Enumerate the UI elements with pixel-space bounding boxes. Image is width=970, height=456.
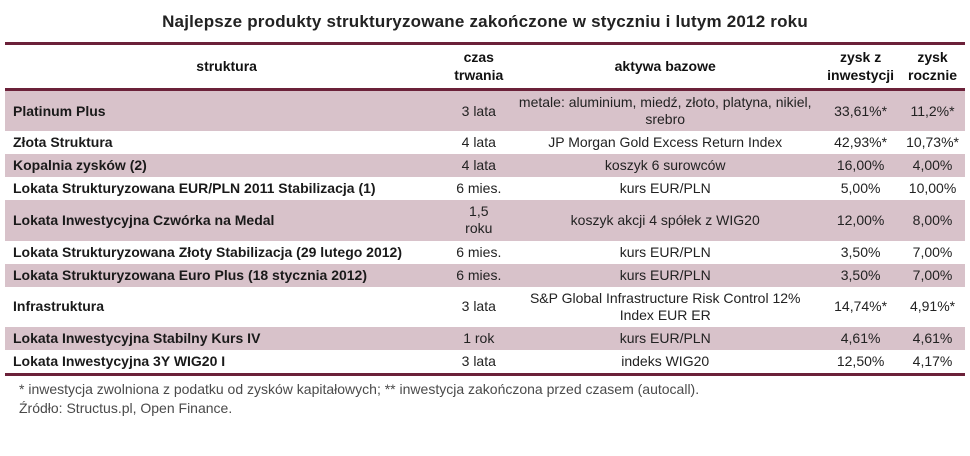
table-row: Lokata Inwestycyjna Stabilny Kurs IV 1 ro… (5, 326, 965, 350)
product-name-cell: Lokata Strukturyzowana Euro Plus (18 sty… (13, 266, 368, 283)
table-cell: 3,50% (840, 266, 881, 283)
table-cell: 4,91%* (909, 298, 956, 315)
table-cell: 3 lata (461, 352, 496, 369)
column-header-struktura: struktura (5, 43, 449, 91)
table-cell: metale: aluminium, miedź, złoto, platyna… (518, 94, 812, 128)
table-cell: 4,61% (840, 329, 881, 346)
table-cell: 3 lata (461, 298, 496, 315)
table-cell: 12,50% (836, 352, 885, 369)
table-cell: 12,00% (836, 211, 885, 228)
table-cell: koszyk akcji 4 spółek z WIG20 (570, 211, 760, 228)
table-cell: 42,93%* (834, 134, 888, 151)
table-cell: kurs EUR/PLN (619, 180, 711, 197)
product-name-cell: Złota Struktura (13, 134, 113, 151)
product-name-cell: Lokata Strukturyzowana EUR/PLN 2011 Stab… (13, 180, 376, 197)
table-row: Lokata Strukturyzowana Euro Plus (18 sty… (5, 263, 965, 287)
column-header-zysk-z-inwestycji: zysk z inwestycji (821, 43, 901, 91)
table-cell: 7,00% (912, 243, 953, 260)
product-name-cell: Lokata Inwestycyjna Czwórka na Medal (13, 211, 275, 228)
product-name-cell: Lokata Strukturyzowana Złoty Stabilizacj… (13, 243, 402, 260)
table-cell: kurs EUR/PLN (619, 266, 711, 283)
table-row: Lokata Strukturyzowana Złoty Stabilizacj… (5, 240, 965, 264)
table-cell: 1 rok (463, 329, 495, 346)
table-cell: 6 mies. (456, 266, 502, 283)
table-row: Infrastruktura 3 lata S&P Global Infrastru… (5, 286, 965, 327)
page-title: Najlepsze produkty strukturyzowane zakoń… (162, 12, 808, 31)
table-cell: kurs EUR/PLN (619, 329, 711, 346)
table-cell: 16,00% (836, 157, 885, 174)
table-row: Złota Struktura 4 lata JP Morgan Gold Exce… (5, 131, 965, 155)
table-cell: kurs EUR/PLN (619, 243, 711, 260)
table-cell: 11,2%* (910, 102, 955, 119)
table-cell: 3 lata (461, 102, 496, 119)
table-row: Lokata Inwestycyjna 3Y WIG20 I 3 lata inde… (5, 349, 965, 375)
table-cell: 10,00% (908, 180, 957, 197)
table-cell: 10,73%* (906, 134, 959, 151)
product-name-cell: Platinum Plus (13, 102, 106, 119)
table-row: Lokata Strukturyzowana EUR/PLN 2011 Stab… (5, 177, 965, 201)
footnote: * inwestycja zwolniona z podatku od zysk… (19, 381, 700, 398)
table-cell: 3,50% (840, 243, 881, 260)
table-cell: 4,00% (912, 157, 953, 174)
table-cell: S&P Global Infrastructure Risk Control 1… (529, 289, 801, 323)
table-cell: 6 mies. (456, 243, 502, 260)
table-cell: 33,61%* (834, 102, 888, 119)
table-row: Platinum Plus 3 lata metale: aluminium, mi… (5, 89, 965, 132)
table-cell: koszyk 6 surowców (604, 157, 726, 174)
table-row: Kopalnia zysków (2) 4 lata koszyk 6 surowc… (5, 154, 965, 178)
source-note: Źródło: Structus.pl, Open Finance. (19, 399, 233, 416)
column-header-zysk-rocznie: zysk rocznie (900, 43, 965, 91)
table-cell: 4,61% (912, 329, 953, 346)
column-header-aktywa-bazowe: aktywa bazowe (509, 43, 822, 91)
products-table: struktura czas trwania aktywa bazowe zys… (5, 42, 965, 377)
table-cell: 6 mies. (456, 180, 502, 197)
table-cell: 4 lata (461, 157, 496, 174)
table-header: struktura czas trwania aktywa bazowe zys… (5, 43, 965, 91)
product-name-cell: Infrastruktura (13, 298, 105, 315)
table-cell: 1,5 roku (465, 203, 493, 237)
product-name-cell: Kopalnia zysków (2) (13, 157, 147, 174)
table-cell: 5,00% (840, 180, 881, 197)
table-cell: 14,74%* (834, 298, 888, 315)
table-cell: JP Morgan Gold Excess Return Index (548, 134, 783, 151)
table-cell: 4,17% (912, 352, 953, 369)
header-row: struktura czas trwania aktywa bazowe zys… (5, 43, 965, 91)
table-cell: indeks WIG20 (621, 352, 710, 369)
table-cell: 4 lata (461, 134, 496, 151)
product-name-cell: Lokata Inwestycyjna Stabilny Kurs IV (13, 329, 261, 346)
table-row: Lokata Inwestycyjna Czwórka na Medal 1,5 … (5, 200, 965, 241)
column-header-czas-trwania: czas trwania (448, 43, 510, 91)
table-cell: 8,00% (912, 211, 953, 228)
table-cell: 7,00% (912, 266, 953, 283)
table-body: Platinum Plus 3 lata metale: aluminium, mi… (5, 89, 965, 375)
product-name-cell: Lokata Inwestycyjna 3Y WIG20 I (13, 352, 226, 369)
